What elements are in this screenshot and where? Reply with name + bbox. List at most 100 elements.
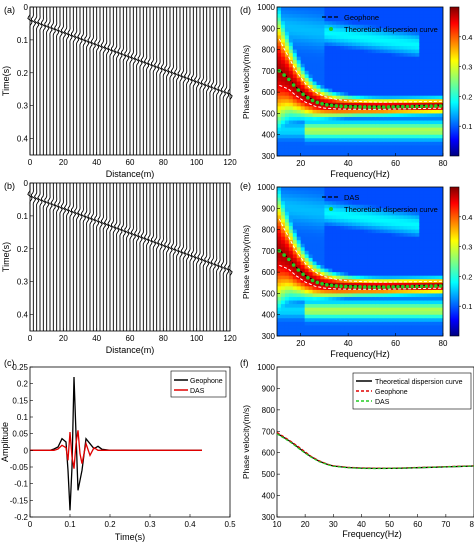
panel-e-cell (344, 286, 349, 291)
panel-e-cell (431, 226, 436, 231)
panel-d-cell (300, 106, 306, 111)
panel-e-cell (277, 197, 282, 202)
panel-e-cell (336, 332, 341, 336)
panel-d-cell (399, 116, 404, 122)
panel-e-cell (367, 332, 373, 336)
panel-e-cell (277, 275, 282, 280)
panel-d-cell (304, 24, 310, 29)
panel-e-cell (367, 325, 373, 330)
panel-a-trace (87, 7, 93, 155)
panel-c-ytick-label: -0.2 (14, 513, 28, 522)
panel-e-cell (284, 240, 290, 245)
panel-e-cell (336, 208, 341, 213)
panel-d-cell (336, 120, 341, 125)
panel-e-cell (435, 307, 440, 312)
panel-e-cell (288, 187, 294, 192)
panel-d-cell (395, 85, 401, 90)
panel-e-cell (419, 318, 424, 323)
panel-e-cell (352, 275, 357, 280)
panel-d-cell (387, 113, 393, 118)
panel-d-cell (399, 63, 404, 68)
panel-d-cell (316, 17, 321, 22)
panel-d-cell (352, 70, 357, 75)
panel-d-cell (371, 92, 377, 97)
panel-d-cell (308, 138, 314, 143)
panel-e-cell (284, 222, 290, 227)
panel-e-cell (411, 197, 416, 202)
panel-e-cell (344, 257, 349, 262)
panel-e-cell (395, 215, 401, 220)
panel-e-cell (383, 318, 389, 323)
panel-e-cell (328, 265, 333, 270)
panel-d-cell (395, 127, 401, 132)
panel-e-cell (348, 240, 353, 245)
panel-d-cell (375, 17, 381, 22)
panel-d-cell (344, 85, 349, 90)
panel-e-cell (312, 261, 318, 266)
panel-d-cell (316, 21, 321, 26)
panel-e-cell (383, 268, 389, 273)
panel-e-cell (387, 265, 393, 270)
panel-e-cell (360, 218, 365, 223)
panel-e-cell (363, 250, 369, 255)
panel-d-cell (419, 120, 424, 125)
panel-e-cell (308, 187, 314, 192)
panel-e-cell (399, 247, 404, 252)
panel-d-cell (332, 53, 337, 58)
panel-d-cell (391, 77, 397, 82)
panel-e-cell (296, 293, 302, 298)
panel-e-cell (419, 247, 424, 252)
panel-e-cell (360, 233, 365, 238)
panel-d-cell (312, 145, 318, 150)
panel-e-cell (280, 328, 286, 333)
panel-e-cell (415, 197, 420, 202)
panel-d-cell (367, 21, 373, 26)
panel-e-cell (383, 261, 389, 266)
panel-e-cell (423, 240, 428, 245)
panel-e-cell (395, 257, 401, 262)
panel-d-cell (403, 74, 408, 79)
panel-b-tag: (b) (4, 181, 15, 191)
panel-d-cell (320, 138, 325, 143)
panel-d-cell (383, 99, 389, 104)
panel-e-cell (427, 187, 432, 192)
panel-d-cell (292, 17, 298, 22)
panel-d-cell (360, 95, 365, 100)
panel-d-cell (407, 35, 412, 40)
panel-d-cell (277, 106, 282, 111)
panel-d-cell (383, 17, 389, 22)
panel-e-cell (300, 250, 306, 255)
panel-d-cell (344, 70, 349, 75)
panel-e-cell (379, 215, 385, 220)
panel-e-cell (403, 314, 408, 319)
panel-e-cell (312, 286, 318, 291)
panel-d-colorbar (449, 6, 460, 157)
panel-b-ytick-label: 0.4 (17, 311, 29, 320)
panel-e-cell (435, 229, 440, 234)
panel-e-cell (300, 261, 306, 266)
panel-d-cell (356, 148, 361, 153)
panel-e-cell (352, 197, 357, 202)
panel-e-cell (352, 250, 357, 255)
panel-d-cell (280, 134, 286, 139)
panel-d-cell (304, 120, 310, 125)
panel-e-cell (367, 257, 373, 262)
panel-d-cell (292, 99, 298, 104)
panel-e-cell (316, 275, 321, 280)
panel-d-cell (375, 31, 381, 36)
panel-e-cell (375, 229, 381, 234)
panel-d-cell (387, 127, 393, 132)
panel-d-cell (304, 21, 310, 26)
panel-e-cell (360, 240, 365, 245)
panel-e-cell (277, 236, 282, 241)
panel-d-cell (320, 10, 325, 15)
panel-e-cell (288, 218, 294, 223)
panel-d-cell (356, 60, 361, 65)
panel-e-cell (415, 311, 420, 316)
panel-e-cell (363, 261, 369, 266)
panel-f-dispersion-curves: (f) 1020304050607080 3004005006007008009… (240, 358, 474, 539)
panel-d-cell (308, 7, 314, 12)
panel-e-cell (419, 268, 424, 273)
panel-e-cell (415, 325, 420, 330)
panel-e-cell (423, 208, 428, 213)
